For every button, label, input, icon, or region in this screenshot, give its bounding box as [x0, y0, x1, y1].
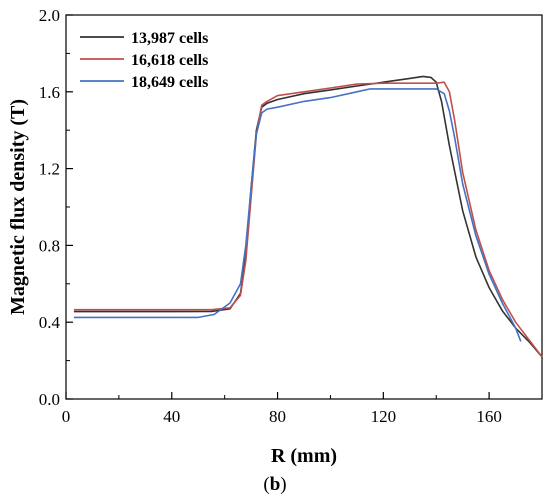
y-tick-label: 2.0 — [39, 6, 60, 25]
x-tick-label: 120 — [371, 407, 397, 426]
x-tick-label: 80 — [269, 407, 286, 426]
legend: 13,987 cells 16,618 cells 18,649 cells — [80, 30, 208, 91]
legend-label-1: 13,987 cells — [131, 30, 208, 47]
legend-label-2: 16,618 cells — [131, 52, 208, 69]
legend-label-3: 18,649 cells — [131, 74, 208, 91]
y-tick-label: 0.8 — [39, 236, 60, 255]
x-tick-label: 40 — [163, 407, 180, 426]
x-tick-label: 160 — [476, 407, 502, 426]
series-group — [73, 75, 543, 358]
caption-close: ) — [280, 474, 287, 495]
x-axis-title: R (mm) — [271, 445, 337, 467]
caption-label: b — [269, 474, 281, 495]
figure-caption: (b) — [0, 474, 550, 496]
y-tick-label: 1.6 — [39, 83, 60, 102]
y-tick-label: 0.4 — [39, 313, 61, 332]
y-axis-title: Magnetic flux density (T) — [7, 99, 29, 315]
caption-open: ( — [263, 474, 270, 495]
x-tick-label: 0 — [62, 407, 71, 426]
y-tick-label: 1.2 — [39, 160, 60, 179]
series-line-3 — [73, 88, 522, 342]
axes: 0 40 80 120 160 0.0 0.4 0.8 1.2 1.6 2.0 — [39, 6, 502, 426]
y-tick-label: 0.0 — [39, 390, 60, 409]
chart: 0 40 80 120 160 0.0 0.4 0.8 1.2 1.6 2.0 13,987 cel… — [7, 6, 543, 467]
series-line-2 — [73, 81, 543, 358]
